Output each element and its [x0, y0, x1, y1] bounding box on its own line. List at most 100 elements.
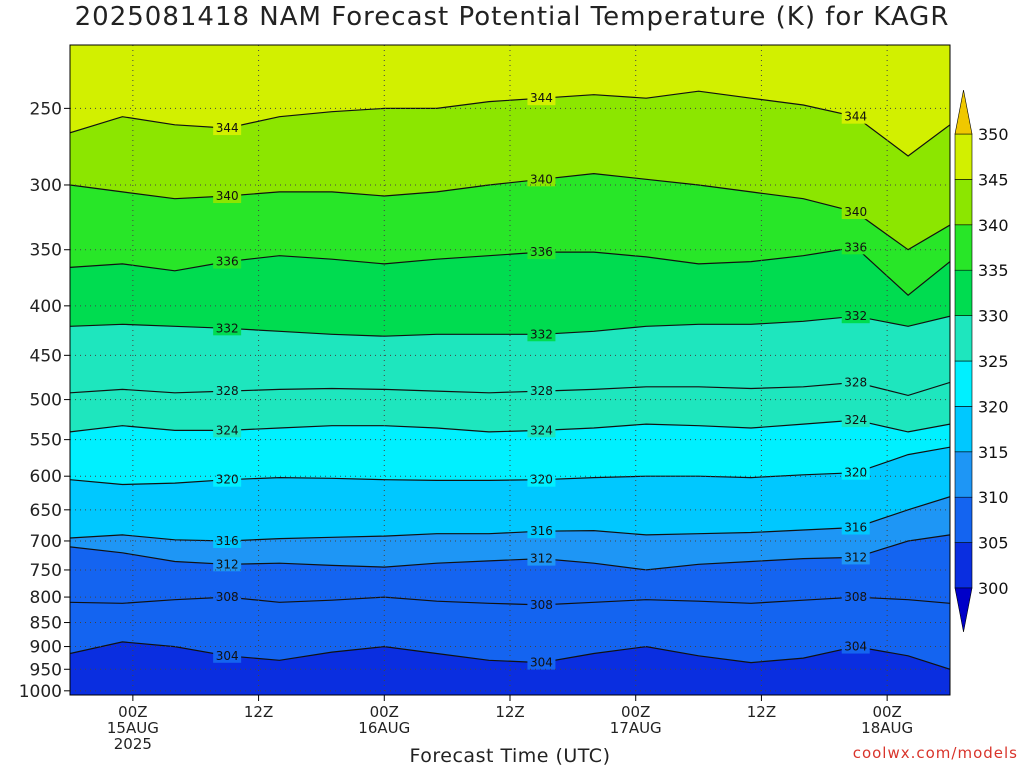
contour-label-340: 340: [530, 172, 553, 186]
contour-label-320: 320: [530, 473, 553, 487]
contour-label-bg: [841, 549, 870, 565]
y-tick-label-550: 550: [30, 431, 62, 451]
contour-label-324: 324: [844, 413, 867, 427]
contour-label-bg: [213, 188, 242, 204]
contour-label-344: 344: [216, 121, 239, 135]
contour-label-bg: [841, 204, 870, 220]
x-tick-label: 12Z: [244, 703, 273, 721]
contour-label-bg: [841, 412, 870, 428]
contour-label-316: 316: [530, 524, 553, 538]
x-tick-label: 17AUG: [610, 719, 662, 737]
colorbar-swatch-310: [954, 451, 973, 498]
x-tick-label: 00Z: [621, 703, 650, 721]
contour-label-336: 336: [844, 240, 867, 254]
contour-label-bg: [841, 519, 870, 535]
y-tick-label-300: 300: [30, 176, 62, 196]
y-tick-label-600: 600: [30, 467, 62, 487]
contour-label-bg: [527, 550, 556, 566]
contour-label-bg: [213, 647, 242, 663]
contour-label-bg: [213, 556, 242, 572]
contour-label-328: 328: [844, 375, 867, 389]
y-tick-label-750: 750: [30, 561, 62, 581]
contour-label-328: 328: [530, 384, 553, 398]
contour-label-332: 332: [530, 327, 553, 341]
colorbar-swatch-300: [954, 542, 973, 589]
y-tick-label-250: 250: [30, 99, 62, 119]
contour-label-bg: [841, 464, 870, 480]
colorbar-swatch-340: [954, 179, 973, 226]
contour-label-bg: [213, 120, 242, 136]
fill-band-324: [70, 382, 950, 432]
contour-label-bg: [841, 108, 870, 124]
contour-label-bg: [213, 471, 242, 487]
fill-band-336: [70, 173, 950, 296]
contour-label-336: 336: [530, 245, 553, 259]
contour-label-bg: [841, 374, 870, 390]
colorbar-label-305: 305: [978, 534, 1009, 553]
contour-label-344: 344: [530, 91, 553, 105]
chart-title: 2025081418 NAM Forecast Potential Temper…: [74, 2, 950, 32]
x-tick-label: 16AUG: [358, 719, 410, 737]
colorbar-label-345: 345: [978, 170, 1009, 189]
contour-label-bg: [841, 308, 870, 324]
colorbar-swatch-315: [954, 406, 973, 453]
y-tick-label-1000: 1000: [19, 682, 62, 702]
contour-label-bg: [527, 422, 556, 438]
contour-label-328: 328: [216, 384, 239, 398]
fill-band-332: [70, 247, 950, 337]
contour-label-312: 312: [530, 552, 553, 566]
y-tick-label-350: 350: [30, 241, 62, 261]
colorbar-extend-low: [954, 587, 973, 633]
fill-band-320: [70, 420, 950, 485]
grid-lines: [70, 45, 950, 695]
y-tick-label-900: 900: [30, 638, 62, 658]
contour-label-bg: [213, 422, 242, 438]
contour-label-340: 340: [216, 189, 239, 203]
contour-label-340: 340: [844, 205, 867, 219]
contour-label-308: 308: [530, 598, 553, 612]
contour-label-bg: [527, 596, 556, 612]
contour-label-324: 324: [530, 423, 553, 437]
colorbar-swatch-335: [954, 224, 973, 271]
colorbar-label-330: 330: [978, 307, 1009, 326]
y-tick-label-400: 400: [30, 297, 62, 317]
y-tick-label-700: 700: [30, 532, 62, 552]
contour-label-304: 304: [216, 649, 239, 663]
contour-label-bg: [213, 589, 242, 605]
contour-label-bg: [527, 244, 556, 260]
x-tick-label: 2025: [114, 735, 152, 753]
contour-label-bg: [527, 654, 556, 670]
colorbar-label-300: 300: [978, 579, 1009, 598]
contour-label-324: 324: [216, 423, 239, 437]
colorbar-swatch-345: [954, 133, 973, 180]
contour-label-bg: [527, 326, 556, 342]
y-tick-label-850: 850: [30, 614, 62, 634]
y-tick-label-800: 800: [30, 588, 62, 608]
fill-band-304: [70, 597, 950, 670]
colorbar-swatch-305: [954, 496, 973, 543]
colorbar-label-310: 310: [978, 488, 1009, 507]
colorbar: 300 305 310 315 320 325 330 335 340 345 350: [954, 89, 1009, 633]
colorbar-label-340: 340: [978, 216, 1009, 235]
contour-label-320: 320: [216, 473, 239, 487]
contour-label-bg: [213, 253, 242, 269]
site-credit[interactable]: coolwx.com/models: [852, 744, 1018, 762]
contour-label-bg: [527, 523, 556, 539]
x-tick-label: 12Z: [495, 703, 524, 721]
contour-label-bg: [213, 383, 242, 399]
contour-label-bg: [527, 90, 556, 106]
contour-label-304: 304: [530, 656, 553, 670]
colorbar-label-350: 350: [978, 125, 1009, 144]
colorbar-label-320: 320: [978, 397, 1009, 416]
fill-band-top: [70, 45, 950, 156]
contour-label-332: 332: [216, 321, 239, 335]
contour-label-344: 344: [844, 110, 867, 124]
contour-label-332: 332: [844, 309, 867, 323]
contour-label-bg: [527, 471, 556, 487]
y-tick-label-950: 950: [30, 660, 62, 680]
y-tick-label-450: 450: [30, 346, 62, 366]
fill-band-316: [70, 447, 950, 541]
y-tick-label-650: 650: [30, 501, 62, 521]
